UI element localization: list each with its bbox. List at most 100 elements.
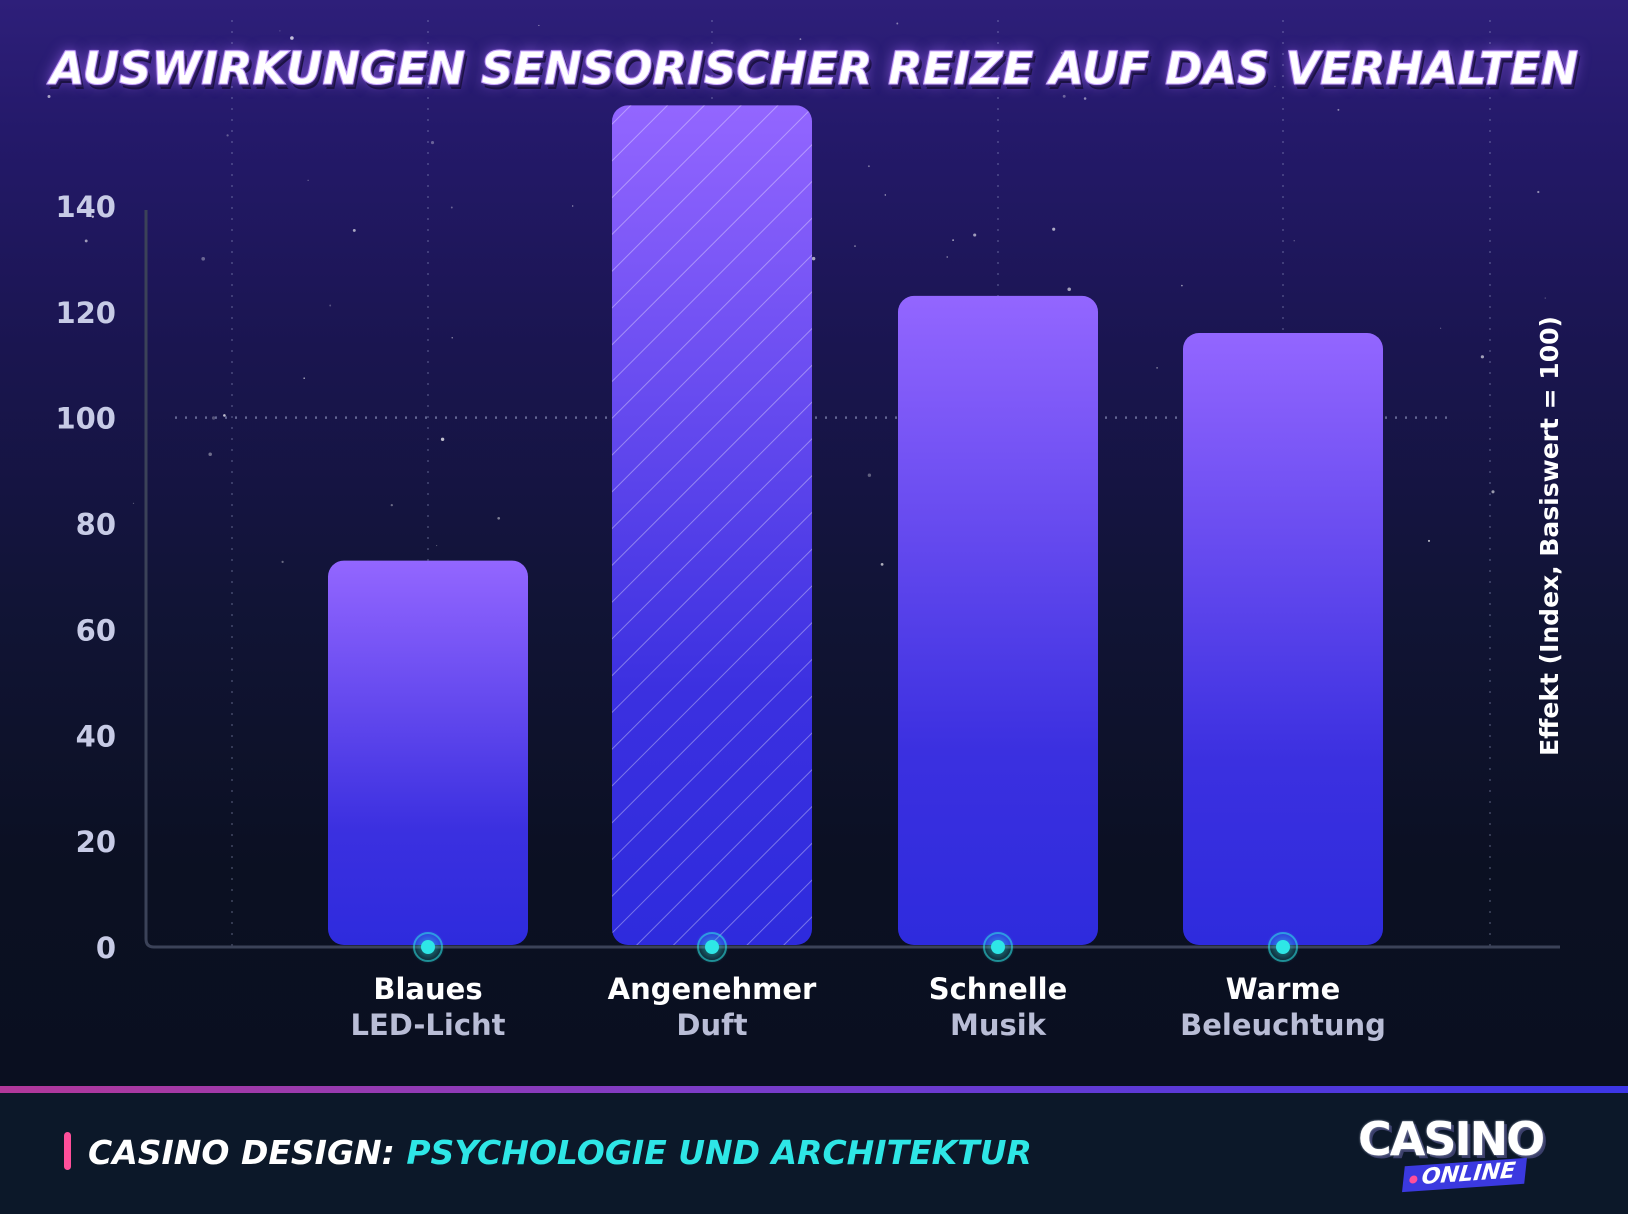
bar-highlight-hatch: [612, 105, 812, 946]
footer-stripe: [0, 1086, 1628, 1093]
y-axis-label: Effekt (Index, Basiswert = 100): [1535, 316, 1564, 756]
star: [47, 95, 51, 98]
star: [450, 206, 453, 209]
star: [712, 50, 717, 55]
star: [1439, 327, 1442, 329]
star: [497, 516, 501, 520]
star: [867, 473, 872, 477]
star: [973, 233, 977, 237]
star: [1491, 490, 1495, 494]
x-category-label-line1: Angenehmer: [608, 972, 817, 1006]
star: [208, 452, 212, 456]
star: [1427, 539, 1431, 542]
star: [430, 141, 435, 145]
star: [223, 414, 226, 417]
x-category-label-line2: Musik: [950, 1008, 1047, 1042]
bar-marker-dot: [421, 940, 435, 954]
bar: [898, 295, 1098, 945]
axis-line: [144, 210, 1560, 949]
star: [1060, 51, 1064, 55]
star: [952, 239, 954, 242]
star: [84, 239, 88, 243]
y-tick-label: 80: [76, 508, 116, 542]
star: [1156, 367, 1158, 369]
star: [1544, 297, 1546, 299]
star: [1062, 94, 1066, 98]
star: [390, 503, 393, 507]
star: [811, 256, 816, 261]
bar-marker-ring: [413, 932, 443, 962]
y-tick-label: 40: [76, 719, 116, 753]
star: [352, 228, 356, 232]
logo-dot-icon: [1408, 1175, 1418, 1184]
star: [1052, 227, 1056, 231]
x-category-label-line2: Beleuchtung: [1180, 1008, 1386, 1042]
y-tick-labels: 0 20 40 60 80 100 120 140: [55, 190, 116, 965]
star: [896, 22, 899, 25]
star: [1547, 350, 1550, 353]
casino-online-logo[interactable]: CASINO ONLINE: [1358, 1112, 1563, 1196]
star: [880, 563, 884, 566]
star: [799, 38, 802, 40]
y-tick-label: 60: [76, 613, 116, 647]
star: [329, 304, 332, 307]
chart-background: 0 20 40 60 80 100 120 140 Blaues LED-Licht Angene…: [0, 0, 1628, 1088]
star: [307, 179, 309, 181]
star: [132, 502, 135, 505]
footer: [0, 1088, 1628, 1214]
x-category-label-line2: Duft: [676, 1008, 747, 1042]
star: [538, 24, 540, 26]
star: [1181, 284, 1183, 287]
star: [867, 165, 870, 168]
footer-label-primary: CASINO DESIGN:: [88, 1133, 395, 1172]
star: [211, 416, 216, 420]
star: [281, 560, 284, 564]
star: [279, 30, 281, 32]
bar-marker-dot: [1276, 940, 1290, 954]
logo-sub-label: ONLINE: [1420, 1158, 1517, 1190]
star: [1293, 240, 1295, 242]
logo-main-text: CASINO: [1358, 1112, 1545, 1166]
footer-label-secondary: PSYCHOLOGIE UND ARCHITEKTUR: [406, 1133, 1032, 1172]
star: [1537, 190, 1540, 194]
bar-marker-ring: [983, 932, 1013, 962]
star: [226, 134, 229, 137]
star: [1007, 57, 1010, 60]
x-category-label-line1: Blaues: [373, 972, 482, 1006]
star: [451, 337, 453, 339]
footer-accent-bar: [64, 1132, 71, 1170]
bar: [1183, 332, 1383, 945]
star: [91, 215, 94, 218]
y-tick-label: 120: [55, 296, 116, 330]
star: [111, 208, 114, 211]
star: [572, 205, 574, 207]
y-tick-label: 0: [96, 931, 116, 965]
footer-caption: CASINO DESIGN: PSYCHOLOGIE UND ARCHITEKT…: [88, 1133, 1032, 1172]
star: [1274, 85, 1276, 88]
star: [303, 377, 306, 380]
star: [854, 245, 856, 247]
x-category-label-line2: LED-Licht: [350, 1008, 505, 1042]
bar-marker-ring: [1268, 932, 1298, 962]
bar: [328, 560, 528, 945]
star: [436, 545, 438, 547]
star: [290, 36, 294, 40]
y-tick-label: 100: [55, 402, 116, 436]
star: [440, 437, 445, 441]
bar-marker-dot: [705, 940, 719, 954]
x-category-label-line1: Schnelle: [929, 972, 1068, 1006]
x-category-label-line1: Warme: [1226, 972, 1341, 1006]
y-tick-label: 140: [55, 190, 116, 224]
star: [1083, 97, 1087, 100]
bar-marker-dot: [991, 940, 1005, 954]
bars: [328, 105, 1383, 964]
y-tick-label: 20: [76, 825, 116, 859]
axes: [144, 210, 1560, 949]
chart-title: AUSWIRKUNGEN SENSORISCHER REIZE AUF DAS …: [49, 42, 1579, 96]
star: [1337, 108, 1340, 111]
bar-marker-ring: [697, 932, 727, 962]
star: [1067, 287, 1071, 292]
star: [201, 256, 206, 261]
